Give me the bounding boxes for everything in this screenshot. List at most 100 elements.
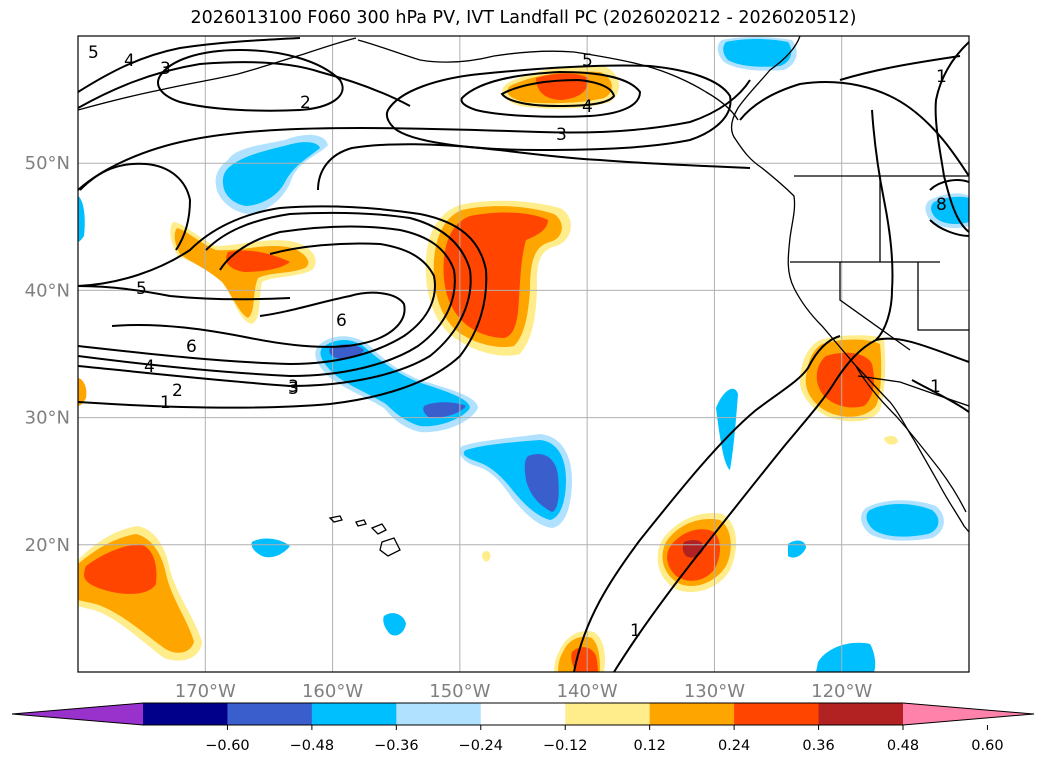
contour-1-jet: [78, 205, 488, 409]
lon-label-0: 170°W: [175, 681, 236, 702]
contour-label-6: 4: [582, 97, 593, 117]
lat-label-0: 50°N: [25, 153, 70, 174]
colorbar-label-9: 0.60: [971, 738, 1003, 754]
contour-label-17: 1: [930, 377, 941, 397]
contour-label-18: 1: [936, 67, 947, 87]
colorbar-bin-6: [649, 703, 735, 725]
contour-label-15: 1: [160, 393, 171, 413]
gridlines: [78, 36, 969, 672]
lon-label-1: 160°W: [302, 681, 363, 702]
lon-label-4: 130°W: [684, 681, 745, 702]
contour-2-mid: [317, 143, 751, 191]
coastlines: [78, 36, 969, 557]
positive-pv-small-2: [884, 435, 898, 445]
colorbar-label-1: −0.48: [290, 738, 334, 754]
contour-5-jet: [78, 285, 291, 301]
positive-pv-blob-west: [170, 222, 316, 324]
contour-1-trough: [613, 337, 969, 672]
contour-1-trough-b: [573, 335, 841, 672]
contour-label-2: 4: [124, 51, 135, 71]
aleutian-chain: [78, 37, 357, 111]
contour-label-4: 2: [300, 93, 311, 113]
contour-1-ridge: [871, 109, 894, 341]
colorbar-bin-2: [311, 703, 397, 725]
contour-label-11: 6: [336, 311, 347, 331]
contour-label-3: 3: [160, 59, 171, 79]
contour-label-19: 8: [936, 195, 947, 215]
lat-label-2: 30°N: [25, 408, 70, 429]
colorbar-outline: [11, 702, 1035, 726]
colorbar-label-6: 0.24: [718, 738, 750, 754]
contour-2-jet: [78, 211, 472, 388]
colorbar-bin-4: [480, 703, 566, 725]
colorbar-bin-1: [227, 703, 313, 725]
contour-label-9: 5: [136, 279, 147, 299]
contour-w-loop: [79, 162, 192, 251]
lat-label-3: 20°N: [25, 535, 70, 556]
negative-pv-band: [315, 336, 478, 433]
negative-pv-small-1: [251, 538, 290, 558]
contour-6-jet: [111, 291, 406, 348]
colorbar-label-4: −0.12: [543, 738, 587, 754]
colorbar-label-2: −0.36: [374, 738, 418, 754]
map-title: 2026013100 F060 300 hPa PV, IVT Landfall…: [190, 8, 857, 28]
contour-labels: 5 4 3 2 3 4 5 3 5 6 6 4 3 2 1 1 1 1 8: [88, 43, 947, 641]
colorbar-arrow-low: [12, 703, 143, 725]
contour-5-alaska: [500, 78, 616, 108]
negative-pv-blob-gulf: [215, 134, 328, 214]
contour-label-5: 3: [556, 125, 567, 145]
contour-3-alaska: [385, 64, 732, 152]
state-borders: [790, 176, 969, 351]
colorbar-arrow-high: [903, 703, 1034, 725]
west-coast: [730, 36, 969, 533]
negative-pv-small-5: [816, 642, 876, 672]
positive-pv-small-1: [482, 551, 491, 562]
lat-label-1: 40°N: [25, 280, 70, 301]
colorbar-bin-7: [734, 703, 820, 725]
contour-4-alaska: [460, 70, 642, 118]
contour-label-8: 3: [288, 377, 299, 397]
colorbar-label-5: 0.12: [634, 738, 666, 754]
contour-5-nw: [78, 37, 301, 93]
contour-label-12: 4: [144, 357, 155, 377]
negative-pv-small-3: [716, 388, 738, 470]
contour-label-7: 5: [582, 51, 593, 71]
contour-2-east: [739, 81, 969, 177]
contour-3-nw: [157, 48, 344, 112]
colorbar: −0.60 −0.48 −0.36 −0.24 −0.12 0.12 0.24 0.36 0.4…: [11, 702, 1035, 754]
alaska-coast: [357, 39, 739, 121]
hawaiian-islands: [328, 515, 401, 557]
contour-3-east: [839, 55, 961, 81]
us-mexico-border: [857, 375, 969, 407]
contour-1-mexico: [911, 379, 969, 413]
lon-label-5: 120°W: [811, 681, 872, 702]
contour-label-13: 3: [288, 379, 299, 399]
latitude-labels: 50°N 40°N 30°N 20°N: [25, 153, 70, 556]
colorbar-label-0: −0.60: [205, 738, 249, 754]
lon-label-3: 140°W: [557, 681, 618, 702]
colorbar-label-8: 0.48: [887, 738, 919, 754]
negative-pv-edge-west: [78, 196, 85, 242]
negative-pv-blob-baja: [861, 500, 944, 541]
contour-3-jet: [78, 225, 456, 378]
contour-label-1: 5: [88, 43, 99, 63]
colorbar-bin-5: [565, 703, 651, 725]
contour-label-16: 1: [630, 621, 641, 641]
colorbar-bin-3: [396, 703, 482, 725]
contour-2-north: [78, 79, 751, 191]
negative-pv-blob-subtropical: [459, 434, 572, 528]
baja-coast: [855, 365, 967, 513]
pv-contours: [78, 37, 969, 672]
map-frame: [77, 35, 970, 673]
longitude-labels: 170°W 160°W 150°W 140°W 130°W 120°W: [175, 681, 873, 702]
negative-pv-small-2: [383, 613, 406, 636]
positive-pv-edge-west: [78, 377, 87, 406]
colorbar-label-7: 0.36: [802, 738, 834, 754]
negative-pv-blob-north: [717, 37, 797, 71]
lon-label-2: 150°W: [429, 681, 490, 702]
contour-4-jet: [78, 242, 436, 366]
colorbar-bin-8: [818, 703, 904, 725]
colorbar-label-3: −0.24: [459, 738, 503, 754]
contour-label-10: 6: [186, 337, 197, 357]
